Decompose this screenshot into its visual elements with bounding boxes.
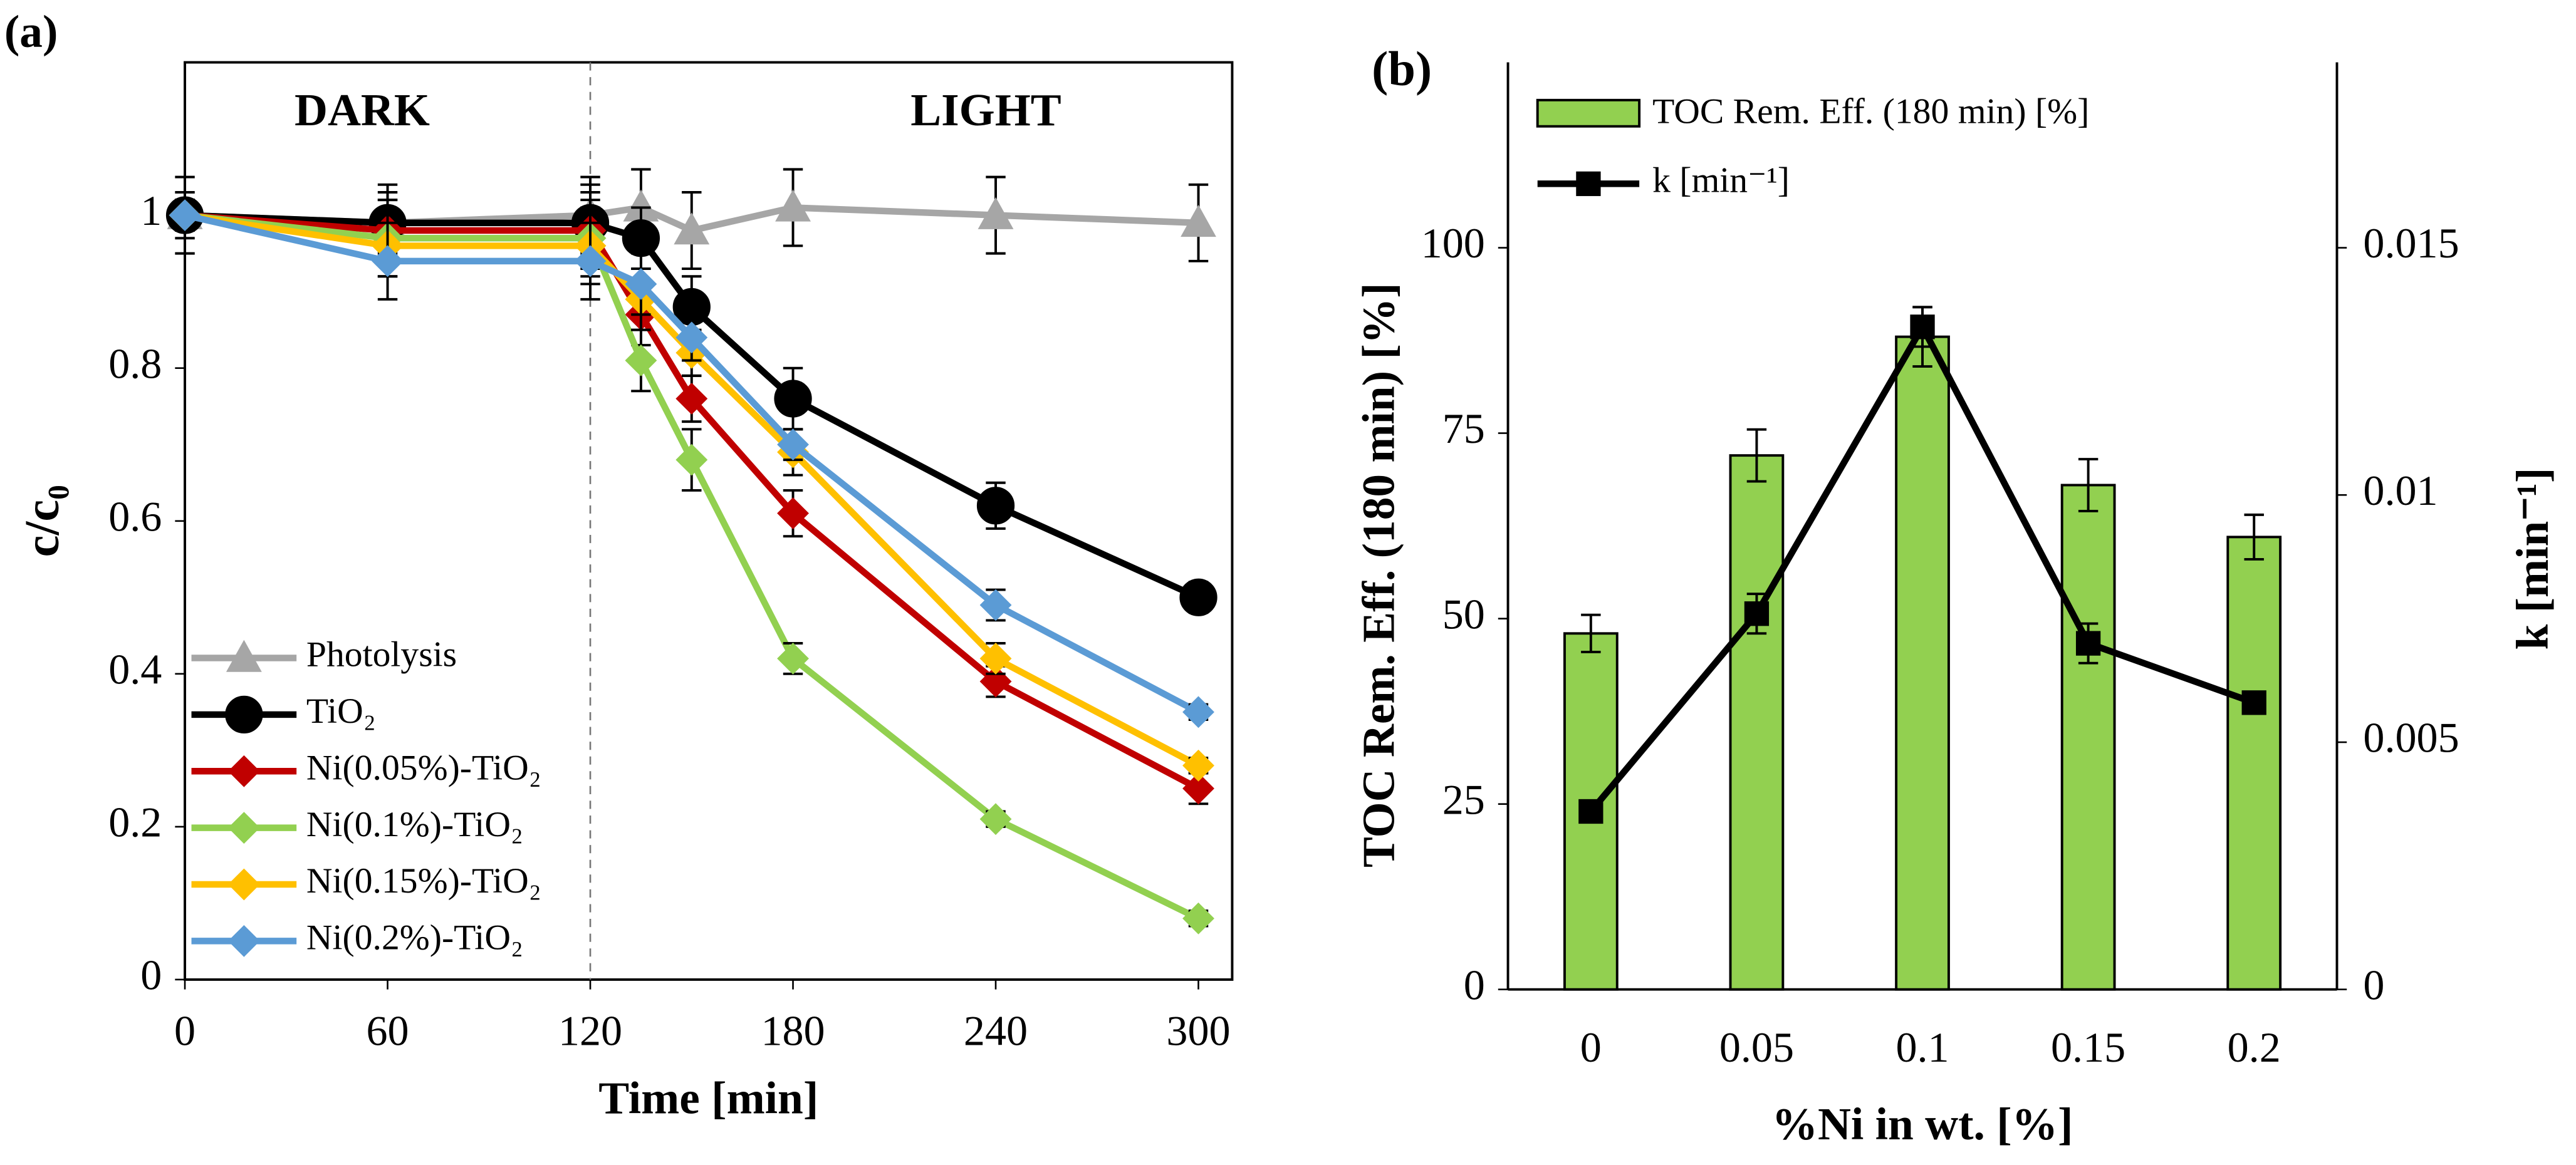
y-axis-title: TOC Rem. Eff. (180 min) [%] — [1353, 282, 1404, 867]
legend-label: Ni(0.2%)-TiO₂ — [306, 918, 523, 958]
marker — [777, 497, 809, 529]
marker — [1182, 902, 1214, 935]
marker — [979, 589, 1012, 621]
legend-label: Ni(0.05%)-TiO₂ — [306, 748, 541, 787]
marker — [625, 268, 657, 300]
marker — [169, 199, 201, 232]
error-bar — [2078, 458, 2099, 512]
marker — [1179, 578, 1218, 616]
marker — [777, 642, 809, 675]
panel-label: (a) — [4, 6, 58, 56]
x-tick-label: 0 — [1580, 1023, 1602, 1071]
y-tick-label: 0.2 — [108, 799, 162, 846]
marker — [225, 695, 263, 734]
error-bar — [1581, 613, 1601, 653]
y-tick-label: 0.6 — [108, 492, 162, 540]
y-tick-label: 1 — [140, 187, 162, 234]
x-tick-label: 180 — [761, 1007, 825, 1055]
y-tick-label: 0.8 — [108, 339, 162, 387]
legend-label: TOC Rem. Eff. (180 min) [%] — [1652, 92, 2089, 132]
marker — [1578, 799, 1603, 824]
marker — [674, 212, 710, 245]
error-bar — [2244, 513, 2264, 561]
marker — [574, 245, 607, 277]
error-bar — [1746, 428, 1767, 483]
x-tick-label: 0.15 — [2051, 1023, 2125, 1071]
y-axis-title: c/c₀ — [14, 485, 69, 557]
marker — [1910, 314, 1935, 339]
x-axis-title: %Ni in wt. [%] — [1772, 1099, 2073, 1149]
y-tick-label: 100 — [1421, 219, 1485, 267]
annotation: LIGHT — [910, 85, 1061, 135]
x-tick-label: 120 — [558, 1007, 622, 1055]
panel-label: (b) — [1372, 41, 1432, 96]
series-line — [184, 212, 1200, 715]
marker — [979, 642, 1012, 675]
marker — [1181, 204, 1216, 237]
marker — [979, 803, 1012, 836]
marker — [622, 219, 660, 257]
marker — [227, 755, 260, 787]
marker — [226, 639, 262, 672]
x-tick-label: 0 — [174, 1007, 196, 1055]
y-tick-label: 25 — [1442, 775, 1485, 823]
marker — [777, 428, 809, 461]
marker — [227, 812, 260, 844]
y2-tick-label: 0.01 — [2363, 467, 2438, 514]
y2-tick-label: 0.015 — [2363, 219, 2459, 267]
series-line — [184, 212, 1200, 601]
marker — [2241, 690, 2266, 715]
legend-label: k [min⁻¹] — [1652, 161, 1790, 200]
series-line — [184, 212, 1200, 922]
legend-label: TiO₂ — [306, 691, 376, 731]
legend-label: Ni(0.1%)-TiO₂ — [306, 805, 523, 844]
y2-tick-label: 0.005 — [2363, 714, 2459, 762]
marker — [1576, 171, 1601, 197]
legend-swatch — [1536, 98, 1641, 128]
bar — [2226, 536, 2282, 991]
x-tick-label: 300 — [1166, 1007, 1230, 1055]
bar — [2060, 484, 2116, 991]
y-tick-label: 0 — [1464, 961, 1485, 1008]
x-tick-label: 0.05 — [1719, 1023, 1794, 1071]
x-tick-label: 0.1 — [1895, 1023, 1949, 1071]
marker — [227, 924, 260, 957]
bar — [1895, 335, 1950, 991]
series-line — [184, 212, 1200, 792]
marker — [1182, 696, 1214, 728]
y-tick-label: 0 — [140, 951, 162, 999]
annotation: DARK — [295, 85, 430, 135]
marker — [775, 189, 811, 222]
marker — [675, 443, 708, 476]
marker — [372, 245, 404, 277]
marker — [1182, 749, 1214, 782]
x-tick-label: 0.2 — [2228, 1023, 2281, 1071]
marker — [227, 868, 260, 901]
y2-axis-title: k [min⁻¹] — [2507, 468, 2558, 650]
y-tick-label: 50 — [1442, 590, 1485, 638]
marker — [675, 383, 708, 415]
marker — [1744, 601, 1770, 626]
marker — [978, 197, 1014, 229]
x-axis-title: Time [min] — [598, 1072, 818, 1123]
x-tick-label: 240 — [964, 1007, 1028, 1055]
x-tick-label: 60 — [366, 1007, 409, 1055]
bar — [1729, 454, 1785, 991]
y-tick-label: 0.4 — [108, 645, 162, 693]
legend-label: Ni(0.15%)-TiO₂ — [306, 861, 541, 901]
marker — [675, 321, 708, 354]
series-line — [184, 212, 1200, 769]
y2-tick-label: 0 — [2363, 961, 2384, 1008]
marker — [625, 344, 657, 376]
marker — [774, 380, 812, 418]
marker — [2075, 631, 2101, 656]
y-tick-label: 75 — [1442, 405, 1485, 452]
marker — [1182, 772, 1214, 805]
marker — [976, 487, 1015, 525]
legend-label: Photolysis — [306, 635, 457, 675]
